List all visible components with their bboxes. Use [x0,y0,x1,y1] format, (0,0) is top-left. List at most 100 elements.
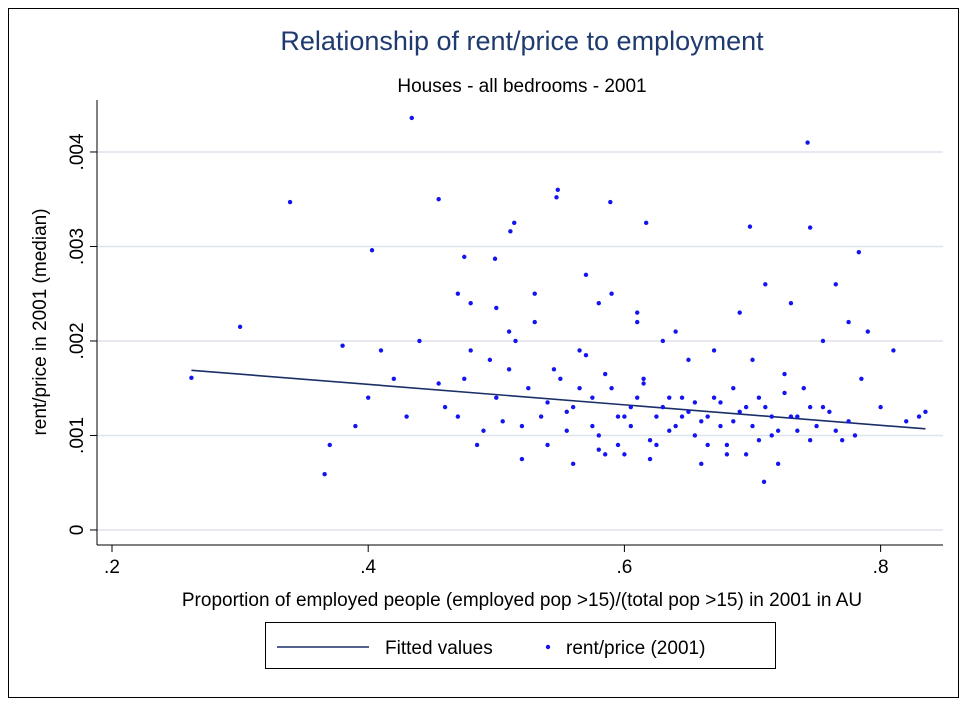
point [327,442,332,448]
point [923,409,928,415]
point [763,282,768,287]
point [564,428,569,433]
point [743,404,749,410]
point [442,404,448,410]
point [737,409,742,415]
point [628,404,634,410]
point [615,442,621,448]
point [596,447,601,452]
point [554,195,559,200]
point [436,197,441,202]
point [807,404,813,410]
point [846,419,851,424]
point [660,404,666,410]
point [820,404,826,410]
point [474,442,480,448]
point [667,395,672,400]
chart-title: Relationship of rent/price to employment [280,26,764,56]
point [692,400,698,405]
point [492,256,498,261]
point [801,386,806,391]
point [468,348,473,353]
point [839,437,845,443]
point [747,224,753,229]
point [673,329,678,334]
point [500,419,505,424]
point [455,291,461,296]
point [577,386,582,391]
point [705,442,710,448]
point [788,300,794,306]
point [622,414,627,419]
point [532,319,537,325]
point [846,319,851,325]
point [718,400,723,405]
point [551,367,557,372]
legend-box [265,622,776,669]
point [782,371,787,377]
point [519,423,525,429]
point [711,395,717,400]
point [654,442,659,448]
point [635,310,640,315]
point [724,442,730,448]
point [814,423,819,429]
point [756,437,762,443]
point [775,461,781,467]
point [590,423,595,429]
point [558,376,563,381]
point [577,348,582,353]
y-tick-label: .004 [67,133,88,170]
point [654,414,659,419]
point [545,400,550,405]
point [635,395,640,400]
point [462,376,467,381]
point [487,357,493,363]
point [391,376,397,381]
point [750,357,755,363]
point [237,324,243,329]
point [660,338,666,344]
point [788,414,794,419]
x-tick-label: .8 [873,557,889,578]
point [615,414,621,419]
point [756,395,762,400]
point [865,329,871,334]
point [519,456,525,462]
x-tick-label: .2 [104,557,120,578]
point [455,414,461,419]
point [673,423,678,429]
point [513,338,518,344]
point [711,348,717,353]
y-tick-label: .001 [67,417,88,454]
point [686,409,691,415]
point [679,395,685,400]
point [545,442,550,448]
legend-swatch [545,644,551,650]
point [526,386,531,391]
point [699,461,704,467]
point [833,282,838,287]
point [462,254,467,260]
point [641,381,646,386]
point [590,395,595,400]
point [852,433,858,438]
point [468,300,473,306]
point [570,404,576,410]
point [904,419,909,424]
point [692,433,698,438]
point [538,414,544,419]
point [686,357,691,363]
point [635,319,640,325]
point [761,479,767,484]
point [622,452,627,457]
frame [8,8,959,698]
point [596,433,601,438]
point [583,272,589,278]
point [602,371,608,377]
point [564,409,569,415]
point [609,291,614,296]
point [555,187,560,192]
